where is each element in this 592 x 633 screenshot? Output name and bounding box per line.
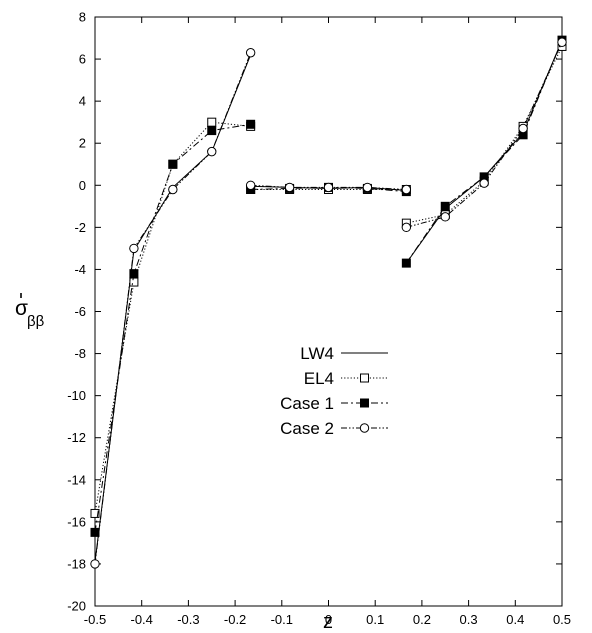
series-line-lw4 bbox=[94, 54, 252, 562]
legend-marker-case-1 bbox=[360, 398, 369, 408]
axis-ticks bbox=[94, 16, 563, 607]
tick-labels: -0.5 -0.4 -0.3 -0.2 -0.1 0 0.1 0.2 0.3 0.4 0.5-20-… bbox=[67, 10, 571, 628]
legend: LW4 EL4 Case 1 Case 2 bbox=[280, 344, 388, 438]
series-line-case-2 bbox=[94, 52, 252, 564]
y-axis-label-sub: ββ bbox=[27, 313, 45, 330]
series-line-el4 bbox=[406, 46, 563, 224]
y-tick-label: 4 bbox=[79, 94, 86, 109]
data-point-case-2 bbox=[245, 180, 256, 190]
y-tick-label: -20 bbox=[67, 599, 86, 614]
x-tick-label: -0.5 bbox=[84, 612, 106, 627]
legend-marker-case-2 bbox=[359, 423, 370, 433]
data-point-case-1 bbox=[207, 126, 217, 136]
series-el4 bbox=[90, 41, 567, 518]
data-point-case-2 bbox=[362, 182, 373, 193]
legend-label-lw4: LW4 bbox=[300, 344, 334, 363]
x-tick-label: -0.4 bbox=[130, 612, 152, 627]
data-point-case-2 bbox=[401, 184, 412, 195]
y-tick-label: -18 bbox=[67, 556, 86, 571]
data-point-case-1 bbox=[168, 159, 178, 169]
data-point-case-1 bbox=[440, 201, 450, 211]
data-point-case-2 bbox=[207, 146, 217, 157]
data-point-case-2 bbox=[90, 559, 100, 569]
series-layer bbox=[90, 35, 567, 569]
y-axis-label: σ ββ bbox=[15, 293, 45, 330]
series-case-1 bbox=[90, 35, 567, 537]
y-tick-label: -14 bbox=[67, 472, 86, 487]
legend-label-case-2: Case 2 bbox=[280, 419, 334, 438]
data-point-case-2 bbox=[323, 182, 334, 193]
y-tick-label: -2 bbox=[74, 220, 86, 235]
data-point-case-2 bbox=[245, 48, 256, 58]
series-line-case-2 bbox=[406, 42, 563, 228]
legend-label-el4: EL4 bbox=[304, 369, 334, 388]
data-point-el4 bbox=[129, 277, 139, 287]
y-tick-label: -6 bbox=[74, 304, 86, 319]
series-case-2 bbox=[90, 37, 567, 569]
plot-frame bbox=[94, 16, 563, 607]
data-point-case-2 bbox=[129, 243, 139, 254]
y-tick-label: 2 bbox=[79, 136, 86, 151]
data-point-case-2 bbox=[518, 123, 528, 134]
data-point-case-2 bbox=[479, 178, 489, 188]
data-point-case-1 bbox=[129, 269, 139, 279]
data-point-el4 bbox=[90, 508, 100, 518]
data-point-case-2 bbox=[284, 182, 295, 193]
y-tick-label: -10 bbox=[67, 388, 86, 403]
x-tick-label: -0.2 bbox=[224, 612, 246, 627]
x-tick-label: 0.3 bbox=[460, 612, 478, 627]
y-tick-label: 0 bbox=[79, 178, 86, 193]
legend-label-case-1: Case 1 bbox=[280, 394, 334, 413]
data-point-el4 bbox=[207, 117, 217, 127]
x-tick-label: 0.4 bbox=[506, 612, 524, 627]
y-tick-label: -16 bbox=[67, 514, 86, 529]
series-lw4 bbox=[94, 39, 563, 562]
data-point-case-2 bbox=[401, 222, 412, 233]
data-point-case-1 bbox=[246, 119, 256, 129]
series-line-case-1 bbox=[405, 39, 563, 264]
data-point-case-2 bbox=[557, 37, 567, 47]
x-tick-label: 0.2 bbox=[413, 612, 431, 627]
x-axis-label: z bbox=[323, 611, 333, 633]
x-tick-label: 0.5 bbox=[553, 612, 571, 627]
y-tick-label: 8 bbox=[79, 10, 86, 25]
x-tick-label: -0.1 bbox=[271, 612, 293, 627]
x-tick-label: 0 bbox=[325, 612, 332, 627]
data-point-case-1 bbox=[401, 258, 411, 268]
y-tick-label: -12 bbox=[67, 430, 86, 445]
y-tick-label: 6 bbox=[79, 52, 86, 67]
series-line-el4 bbox=[94, 121, 251, 514]
data-point-case-1 bbox=[90, 527, 100, 537]
data-point-case-2 bbox=[168, 184, 178, 195]
x-tick-label: -0.3 bbox=[177, 612, 199, 627]
data-point-case-2 bbox=[440, 212, 450, 222]
legend-marker-el4 bbox=[360, 373, 369, 383]
y-axis-label-main: σ bbox=[15, 297, 28, 320]
y-tick-label: -4 bbox=[74, 262, 86, 277]
x-tick-label: 0.1 bbox=[366, 612, 384, 627]
y-tick-label: -8 bbox=[74, 346, 86, 361]
